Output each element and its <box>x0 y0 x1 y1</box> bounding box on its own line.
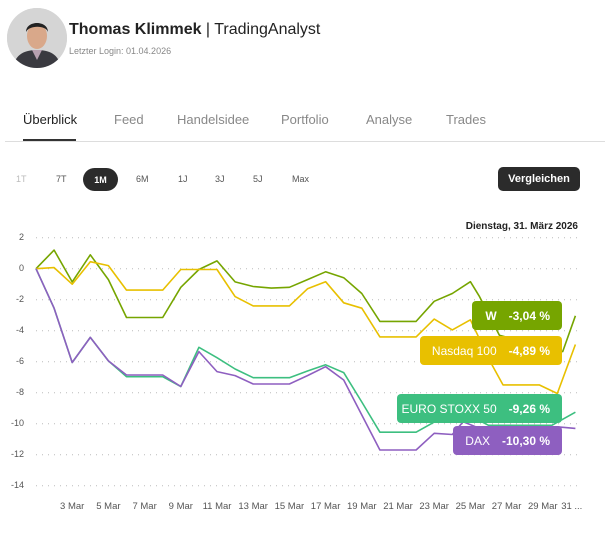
x-tick-label: 3 Mar <box>60 501 85 512</box>
x-tick-label: 21 Mar <box>383 501 413 512</box>
y-tick-label: -4 <box>15 324 24 335</box>
profile-photo <box>7 8 67 68</box>
series-value: -3,04 % <box>508 308 550 323</box>
name-separator: | <box>201 21 215 38</box>
x-tick-label: 17 Mar <box>310 501 341 512</box>
range-1t[interactable]: 1T <box>16 174 27 184</box>
tab-feed[interactable]: Feed <box>114 112 144 127</box>
series-label-dax: DAX -10,30 % <box>453 426 562 455</box>
tab-portfolio[interactable]: Portfolio <box>281 112 329 127</box>
y-tick-label: -8 <box>15 386 24 397</box>
x-tick-label: 11 Mar <box>202 501 232 512</box>
tab-overview[interactable]: Überblick <box>23 112 78 127</box>
x-tick-label: 13 Mar <box>238 501 268 512</box>
y-tick-label: -14 <box>10 479 24 490</box>
x-tick-label: 7 Mar <box>132 501 157 512</box>
series-value: -9,26 % <box>508 401 550 416</box>
avatar[interactable] <box>7 8 67 68</box>
tab-trades[interactable]: Trades <box>446 112 486 127</box>
y-tick-label: 0 <box>18 262 24 273</box>
profile-name: Thomas Klimmek | TradingAnalyst <box>69 21 320 39</box>
range-6m[interactable]: 6M <box>136 174 149 184</box>
y-tick-label: -12 <box>10 448 24 459</box>
series-label-nasdaq: Nasdaq 100 -4,89 % <box>420 336 562 365</box>
y-tick-label: 2 <box>18 231 24 242</box>
series-label-eurostoxx: EURO STOXX 50 -9,26 % <box>397 394 562 423</box>
tab-trade-idea[interactable]: Handelsidee <box>177 112 250 127</box>
series-value: -10,30 % <box>501 433 550 448</box>
x-tick-label: 29 Mar <box>528 501 558 512</box>
range-3j[interactable]: 3J <box>215 174 225 184</box>
user-role: TradingAnalyst <box>214 21 321 38</box>
last-login: Letzter Login: 01.04.2026 <box>69 46 172 56</box>
compare-button[interactable]: Vergleichen <box>498 167 580 191</box>
range-1j[interactable]: 1J <box>178 174 188 184</box>
x-tick-label: 23 Mar <box>419 501 449 512</box>
x-tick-label: 19 Mar <box>347 501 377 512</box>
x-tick-label: 25 Mar <box>455 501 486 512</box>
x-tick-label: 31 ... <box>561 501 583 512</box>
series-name: EURO STOXX 50 <box>401 401 497 416</box>
series-label-w: W -3,04 % <box>472 301 562 330</box>
series-line-w <box>35 249 577 353</box>
tab-analysis[interactable]: Analyse <box>366 112 413 127</box>
series-name: Nasdaq 100 <box>431 343 497 358</box>
series-name: DAX <box>465 433 490 448</box>
y-tick-label: -2 <box>15 293 24 304</box>
x-tick-label: 15 Mar <box>274 501 305 512</box>
y-tick-label: -10 <box>10 417 24 428</box>
tab-divider <box>5 141 605 142</box>
user-name: Thomas Klimmek <box>69 21 202 38</box>
range-5j[interactable]: 5J <box>253 174 263 184</box>
range-1m[interactable]: 1M <box>83 168 118 191</box>
x-tick-label: 9 Mar <box>168 501 193 512</box>
y-tick-label: -6 <box>15 355 24 366</box>
chart-date-title: Dienstag, 31. März 2026 <box>465 221 578 232</box>
range-7t[interactable]: 7T <box>56 174 67 184</box>
range-max[interactable]: Max <box>292 174 310 184</box>
series-name: W <box>485 308 497 323</box>
active-tab-indicator <box>23 139 76 141</box>
x-tick-label: 5 Mar <box>96 501 121 512</box>
series-value: -4,89 % <box>508 343 550 358</box>
x-tick-label: 27 Mar <box>491 501 522 512</box>
